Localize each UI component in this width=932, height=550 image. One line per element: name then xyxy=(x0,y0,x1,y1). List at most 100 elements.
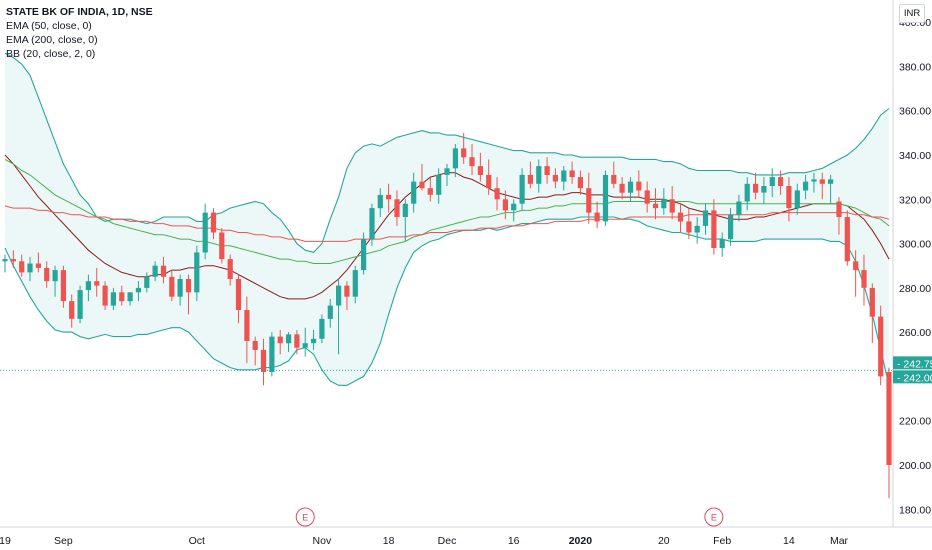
y-tick-label: 220.00 xyxy=(899,416,931,428)
candle-body xyxy=(2,259,8,262)
ema200-line xyxy=(4,205,890,242)
candle-body xyxy=(436,174,442,195)
candle xyxy=(452,143,458,178)
candle xyxy=(469,143,475,175)
candle xyxy=(619,177,625,200)
candle xyxy=(794,183,800,215)
candle-body xyxy=(102,285,108,306)
price-tag-bg xyxy=(893,356,932,370)
candle-body xyxy=(803,181,809,191)
candle xyxy=(102,281,108,310)
candle xyxy=(594,201,600,229)
candle xyxy=(786,177,792,222)
candle xyxy=(828,174,834,204)
candle xyxy=(736,194,742,222)
candle xyxy=(294,329,300,355)
candle-body xyxy=(661,199,667,209)
candle xyxy=(69,294,75,328)
candle-body xyxy=(552,174,558,182)
candle-body xyxy=(127,292,133,302)
candle xyxy=(419,163,425,191)
candle xyxy=(577,170,583,195)
candle xyxy=(719,232,725,257)
x-tick-label: Nov xyxy=(313,535,332,547)
candle-body xyxy=(769,177,775,186)
candle-body xyxy=(644,190,650,204)
candle-body xyxy=(544,166,550,175)
candle-body xyxy=(719,239,725,248)
candle xyxy=(552,168,558,189)
candle-body xyxy=(386,194,392,200)
candle-body xyxy=(477,166,483,175)
candle-body xyxy=(252,341,258,350)
candle-body xyxy=(577,177,583,189)
x-tick-label: 19 xyxy=(0,535,11,547)
candle xyxy=(636,170,642,198)
candle-body xyxy=(344,285,350,297)
candle xyxy=(210,208,217,240)
candle xyxy=(202,203,208,260)
y-tick-label: 380.00 xyxy=(899,61,931,73)
candle xyxy=(869,283,875,344)
candle-body xyxy=(10,259,16,262)
candle-body xyxy=(627,181,634,193)
candle-body xyxy=(294,334,300,348)
candle xyxy=(486,159,492,195)
candle-body xyxy=(594,212,600,222)
candle xyxy=(536,159,542,193)
candle xyxy=(511,199,517,222)
candle xyxy=(85,274,91,302)
candle xyxy=(177,274,183,306)
candle-body xyxy=(352,270,358,297)
candle xyxy=(744,177,750,211)
candle-body xyxy=(19,261,25,273)
price-tag-last: - 242.75 xyxy=(893,356,932,370)
candle-body xyxy=(235,279,242,310)
candle-body xyxy=(336,285,342,306)
candle-body xyxy=(869,287,875,317)
candle xyxy=(436,168,442,204)
candle xyxy=(244,296,250,364)
candle-body xyxy=(844,217,850,262)
candle-body xyxy=(794,190,800,209)
candle xyxy=(277,329,283,355)
candle-body xyxy=(44,267,50,282)
x-tick-label: Oct xyxy=(189,535,205,547)
candle-body xyxy=(269,336,275,372)
candle-body xyxy=(60,270,66,302)
candle xyxy=(602,170,609,226)
candle xyxy=(702,203,709,235)
candle-body xyxy=(886,372,892,465)
bb-band-fill xyxy=(5,53,889,386)
candle xyxy=(561,166,567,191)
y-tick-label: 180.00 xyxy=(899,504,931,516)
legend-ema200[interactable]: EMA (200, close, 0) xyxy=(6,34,98,46)
candle xyxy=(444,163,450,186)
candle-body xyxy=(377,194,383,209)
candle-body xyxy=(319,318,325,339)
candle-body xyxy=(652,203,659,209)
candle-body xyxy=(311,338,317,344)
candle-body xyxy=(135,287,141,293)
candle xyxy=(110,287,116,310)
candle-body xyxy=(511,203,517,211)
candles[interactable] xyxy=(2,132,892,499)
x-tick-label: 18 xyxy=(383,535,395,547)
candle-body xyxy=(411,181,417,204)
legend-ema50[interactable]: EMA (50, close, 0) xyxy=(6,20,92,32)
candle xyxy=(527,161,533,189)
candle-body xyxy=(744,183,750,202)
candle xyxy=(269,332,275,377)
candle xyxy=(160,256,167,284)
candle xyxy=(302,327,308,357)
currency-button[interactable]: INR xyxy=(899,4,925,23)
candle xyxy=(394,190,400,226)
candle-body xyxy=(586,188,592,213)
legend-symbol[interactable]: STATE BK OF INDIA, 1D, NSE xyxy=(6,6,153,18)
candle-body xyxy=(861,270,867,288)
earnings-circle xyxy=(295,507,315,527)
candle xyxy=(494,177,500,211)
legend-bb[interactable]: BB (20, close, 2, 0) xyxy=(6,48,96,60)
candle xyxy=(352,265,358,304)
